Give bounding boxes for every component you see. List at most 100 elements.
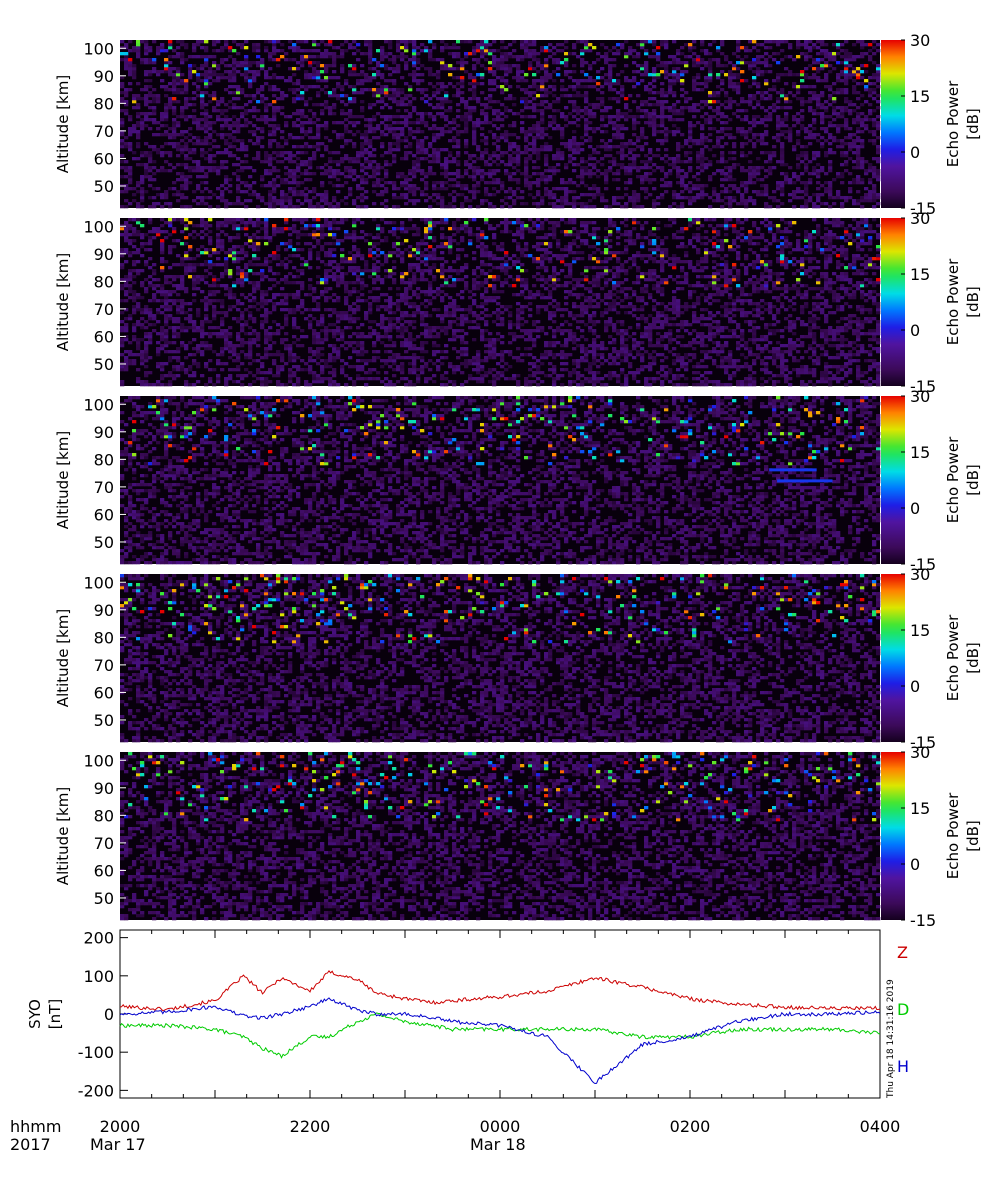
heatmap-cell [760, 166, 764, 169]
heatmap-cell [420, 193, 424, 196]
heatmap-cell [360, 154, 364, 157]
heatmap-cell [532, 52, 536, 55]
heatmap-cell [856, 115, 860, 118]
heatmap-cell [176, 70, 180, 73]
heatmap-cell [228, 184, 232, 187]
heatmap-cell [180, 115, 184, 118]
heatmap-cell [360, 100, 364, 103]
heatmap-cell [592, 184, 596, 187]
heatmap-cell [676, 49, 680, 52]
heatmap-cell [796, 157, 800, 160]
heatmap-cell [840, 181, 844, 184]
heatmap-cell [216, 196, 220, 199]
heatmap-cell [724, 121, 728, 124]
heatmap-cell [572, 199, 576, 202]
heatmap-cell [792, 196, 796, 199]
heatmap-cell [300, 127, 304, 130]
heatmap-cell [352, 383, 356, 386]
heatmap-cell [624, 154, 628, 157]
heatmap-cell [620, 91, 624, 94]
heatmap-cell [692, 46, 696, 49]
heatmap-cell [796, 133, 800, 136]
heatmap-cell [236, 88, 240, 91]
heatmap-cell [252, 380, 256, 383]
heatmap-cell [596, 103, 600, 106]
heatmap-cell [564, 190, 568, 193]
heatmap-cell [204, 91, 208, 94]
heatmap-cell [352, 67, 356, 70]
heatmap-cell [864, 115, 868, 118]
heatmap-cell [532, 196, 536, 199]
heatmap-cell [632, 85, 636, 88]
heatmap-cell [456, 169, 460, 172]
heatmap-cell [772, 106, 776, 109]
heatmap-cell [168, 142, 172, 145]
heatmap-cell [756, 166, 760, 169]
heatmap-cell [856, 154, 860, 157]
heatmap-cell [680, 118, 684, 121]
heatmap-cell [224, 380, 228, 383]
heatmap-cell [520, 43, 524, 46]
heatmap-cell [744, 190, 748, 193]
heatmap-cell [208, 205, 212, 208]
heatmap-cell [404, 118, 408, 121]
heatmap-cell [240, 142, 244, 145]
heatmap-cell [156, 380, 160, 383]
heatmap-cell [872, 172, 876, 175]
heatmap-cell [728, 205, 732, 208]
heatmap-cell [844, 61, 848, 64]
heatmap-cell [236, 196, 240, 199]
heatmap-cell [488, 205, 492, 208]
heatmap-cell [548, 145, 552, 148]
heatmap-cell [316, 205, 320, 208]
heatmap-cell [644, 64, 648, 67]
heatmap-cell [716, 61, 720, 64]
heatmap-cell [696, 103, 700, 106]
heatmap-cell [804, 151, 808, 154]
heatmap-cell [328, 157, 332, 160]
heatmap-cell [172, 112, 176, 115]
heatmap-cell [584, 202, 588, 205]
heatmap-cell [200, 169, 204, 172]
heatmap-cell [848, 157, 852, 160]
heatmap-cell [496, 145, 500, 148]
heatmap-cell [456, 82, 460, 85]
heatmap-cell [784, 82, 788, 85]
heatmap-cell [404, 43, 408, 46]
heatmap-cell [712, 193, 716, 196]
heatmap-cell [620, 85, 624, 88]
heatmap-cell [796, 154, 800, 157]
heatmap-cell [700, 184, 704, 187]
heatmap-cell [432, 91, 436, 94]
heatmap-cell [236, 70, 240, 73]
heatmap-cell [344, 79, 348, 82]
heatmap-cell [500, 58, 504, 61]
heatmap-cell [536, 184, 540, 187]
heatmap-cell [648, 178, 652, 181]
heatmap-cell [532, 115, 536, 118]
heatmap-cell [564, 187, 568, 190]
heatmap-cell [536, 103, 540, 106]
heatmap-cell [848, 181, 852, 184]
heatmap-cell [784, 112, 788, 115]
heatmap-cell [492, 70, 496, 73]
heatmap-cell [704, 79, 708, 82]
heatmap-cell [544, 148, 548, 151]
heatmap-cell [204, 112, 208, 115]
heatmap-cell [232, 79, 236, 82]
heatmap-cell [832, 178, 836, 181]
heatmap-cell [212, 383, 216, 386]
heatmap-cell [664, 73, 668, 76]
heatmap-cell [532, 181, 536, 184]
heatmap-cell [664, 115, 668, 118]
heatmap-cell [600, 163, 604, 166]
heatmap-cell [844, 79, 848, 82]
heatmap-cell [660, 100, 664, 103]
heatmap-cell [656, 202, 660, 205]
heatmap-cell [356, 82, 360, 85]
heatmap-cell [856, 199, 860, 202]
heatmap-cell [840, 43, 844, 46]
heatmap-cell [852, 70, 856, 73]
heatmap-cell [280, 193, 284, 196]
heatmap-cell [392, 181, 396, 184]
